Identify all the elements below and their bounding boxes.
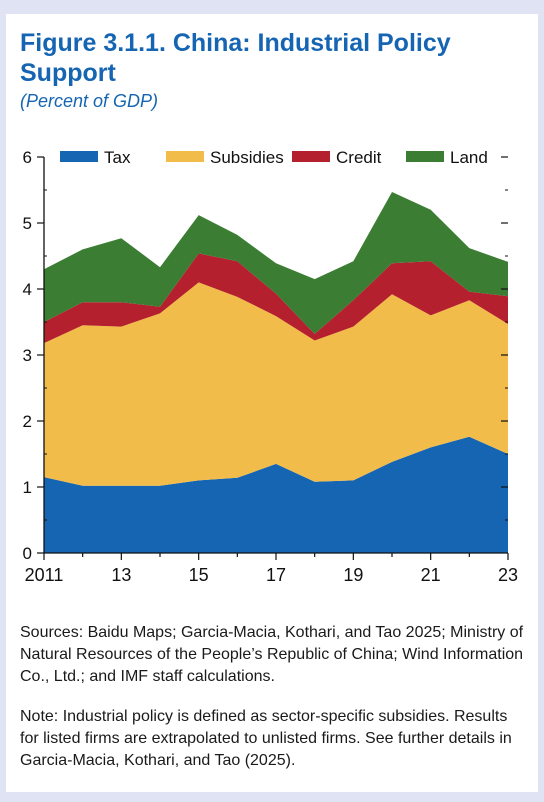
figure-subtitle: (Percent of GDP) [20, 91, 159, 111]
x-tick-label: 23 [498, 565, 518, 585]
legend-label-tax: Tax [104, 148, 131, 167]
area-credit [44, 253, 508, 344]
legend-swatch-land [406, 151, 444, 162]
x-tick-label: 17 [266, 565, 286, 585]
y-tick-label: 1 [23, 478, 32, 497]
legend-swatch-tax [60, 151, 98, 162]
y-tick-label: 2 [23, 412, 32, 431]
chart-areas [44, 192, 508, 553]
chart-legend: Tax Subsidies Credit Land [60, 148, 488, 167]
legend-swatch-subsidies [166, 151, 204, 162]
x-tick-label: 21 [421, 565, 441, 585]
area-land [44, 192, 508, 334]
y-tick-label: 0 [23, 544, 32, 563]
area-tax [44, 436, 508, 553]
area-subsidies [44, 282, 508, 486]
figure-title: Figure 3.1.1. China: Industrial Policy S… [20, 29, 451, 87]
y-tick-label: 4 [23, 280, 32, 299]
y-tick-label: 5 [23, 214, 32, 233]
note-text: Note: Industrial policy is defined as se… [20, 708, 512, 769]
legend-swatch-credit [292, 151, 330, 162]
y-tick-label: 3 [23, 346, 32, 365]
sources-text: Sources: Baidu Maps; Garcia-Macia, Kotha… [20, 624, 524, 685]
top-strip [0, 0, 544, 18]
y-tick-label: 6 [23, 148, 32, 167]
x-tick-label: 13 [111, 565, 131, 585]
legend-label-credit: Credit [336, 148, 382, 167]
x-tick-label: 2011 [25, 565, 64, 585]
x-tick-label: 19 [343, 565, 363, 585]
legend-label-subsidies: Subsidies [210, 148, 284, 167]
x-tick-label: 15 [189, 565, 209, 585]
legend-label-land: Land [450, 148, 488, 167]
